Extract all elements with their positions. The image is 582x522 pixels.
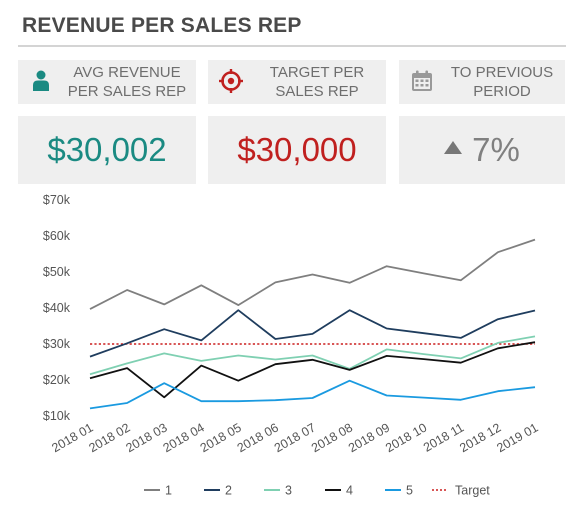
x-tick-label: 2018 07 (272, 420, 318, 455)
y-tick-label: $40k (43, 301, 71, 315)
x-tick-label: 2018 01 (49, 420, 95, 455)
x-tick-label: 2018 04 (161, 420, 207, 455)
legend-label-2: 2 (225, 484, 232, 498)
kpi-target-label: TARGET PER SALES REP (252, 63, 382, 101)
kpi-avg-revenue-value: $30,002 (18, 116, 196, 184)
x-tick-label: 2019 01 (494, 420, 540, 455)
y-tick-label: $60k (43, 229, 71, 243)
y-tick-label: $50k (43, 265, 71, 279)
trend-up-icon (444, 140, 463, 154)
y-tick-label: $10k (43, 409, 71, 423)
y-tick-label: $30k (43, 337, 71, 351)
kpi-previous-period-number: 7% (472, 131, 520, 168)
x-tick-label: 2018 08 (309, 420, 355, 455)
series-line-2 (89, 309, 536, 358)
kpi-previous-period-label-line1: TO PREVIOUS (450, 64, 554, 81)
legend-label-5: 5 (406, 484, 413, 498)
calendar-icon (407, 66, 437, 96)
series-line-4 (89, 341, 536, 399)
x-tick-label: 2018 11 (421, 420, 466, 454)
x-tick-label: 2018 02 (86, 420, 132, 455)
series-line-5 (89, 379, 536, 410)
kpi-target-value: $30,000 (208, 116, 386, 184)
kpi-avg-revenue-label-line1: AVG REVENUE (73, 64, 181, 81)
kpi-target-label-line2: SALES REP (275, 83, 359, 100)
legend-label-3: 3 (285, 484, 292, 498)
x-tick-label: 2018 12 (457, 420, 503, 455)
legend-label-4: 4 (346, 484, 353, 498)
x-tick-label: 2018 05 (198, 420, 244, 455)
x-tick-label: 2018 10 (383, 420, 429, 455)
kpi-previous-period-label: TO PREVIOUS PERIOD (443, 63, 561, 101)
kpi-previous-period-value: 7% (399, 116, 565, 184)
kpi-previous-period-header: TO PREVIOUS PERIOD (399, 60, 565, 104)
x-tick-label: 2018 09 (346, 420, 392, 455)
legend-label-target: Target (455, 484, 490, 498)
legend-label-1: 1 (165, 484, 172, 498)
series-line-3 (89, 335, 536, 376)
kpi-avg-revenue-label: AVG REVENUE PER SALES REP (62, 63, 192, 101)
kpi-previous-period-label-line2: PERIOD (473, 83, 531, 100)
series-line-1 (89, 238, 536, 310)
x-tick-label: 2018 03 (124, 420, 170, 455)
y-tick-label: $20k (43, 373, 71, 387)
target-icon (216, 66, 246, 96)
person-icon (26, 66, 56, 96)
page-title: REVENUE PER SALES REP (22, 14, 302, 37)
kpi-avg-revenue-label-line2: PER SALES REP (67, 83, 187, 100)
kpi-target-label-line1: TARGET PER (269, 64, 365, 81)
y-tick-label: $70k (43, 193, 71, 207)
kpi-target-header: TARGET PER SALES REP (208, 60, 386, 104)
x-tick-label: 2018 06 (235, 420, 281, 455)
kpi-avg-revenue-header: AVG REVENUE PER SALES REP (18, 60, 196, 104)
title-divider (18, 45, 566, 47)
